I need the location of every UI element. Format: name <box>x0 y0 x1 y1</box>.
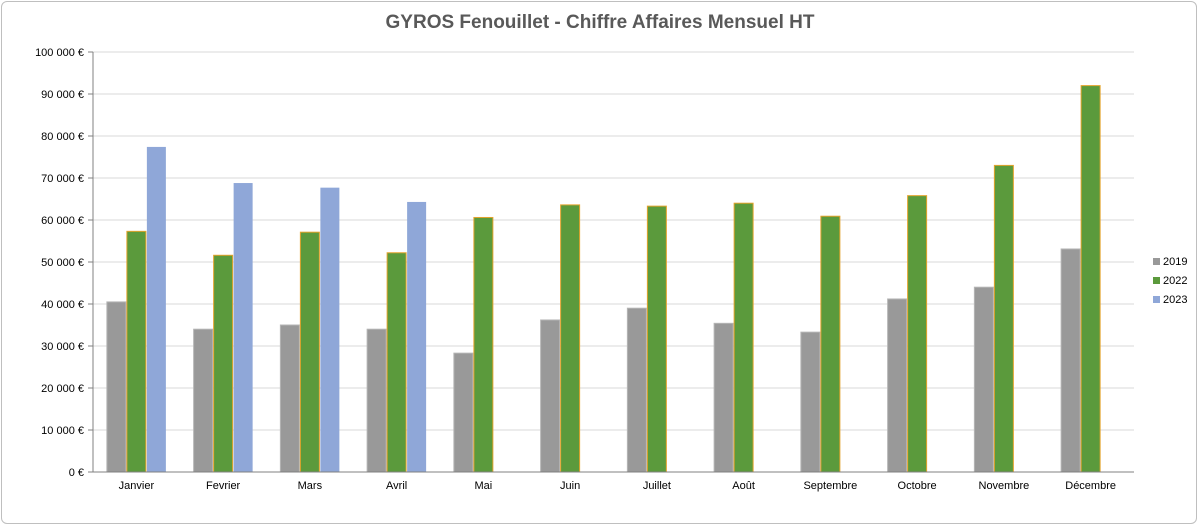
bar-2019-décembre <box>1060 248 1081 473</box>
y-tick-label: 10 000 € <box>41 425 84 437</box>
bar-2023-janvier <box>146 146 166 473</box>
bar-2019-septembre <box>800 331 821 473</box>
bar-2022-septembre <box>820 215 841 473</box>
y-tick-label: 80 000 € <box>41 131 84 143</box>
bar-2022-mars <box>299 231 320 473</box>
bar-2019-janvier <box>106 301 127 473</box>
bar-2022-novembre <box>993 164 1014 473</box>
y-tick-label: 40 000 € <box>41 299 84 311</box>
legend: 2019 2022 2023 <box>1153 256 1187 306</box>
y-tick-label: 60 000 € <box>41 215 84 227</box>
bar-2022-juillet <box>646 205 667 473</box>
legend-swatch-2019 <box>1153 258 1160 265</box>
bar-2019-octobre <box>887 298 908 473</box>
y-axis: 0 € 10 000 € 20 000 € 30 000 € 40 000 € 50 00… <box>35 47 94 479</box>
bar-2019-avril <box>366 328 387 473</box>
x-tick-label: Fevrier <box>206 480 241 492</box>
x-tick-label: Août <box>732 480 755 492</box>
bar-2023-avril <box>407 201 427 472</box>
chart-title: GYROS Fenouillet - Chiffre Affaires Mens… <box>385 12 815 33</box>
bar-2022-octobre <box>907 195 928 473</box>
bar-2019-juillet <box>626 307 647 473</box>
bar-2019-mars <box>279 324 300 473</box>
bar-2019-mai <box>453 352 474 473</box>
bars <box>106 85 1101 473</box>
y-tick-label: 50 000 € <box>41 257 84 269</box>
legend-label: 2023 <box>1163 294 1187 306</box>
bar-2022-juin <box>560 204 581 473</box>
bar-2019-août <box>713 322 734 473</box>
x-tick-label: Janvier <box>119 480 155 492</box>
x-tick-label: Mai <box>475 480 493 492</box>
x-tick-label: Juillet <box>643 480 671 492</box>
y-tick-label: 70 000 € <box>41 173 84 185</box>
bar-2022-mai <box>473 216 494 473</box>
bar-2019-juin <box>540 319 561 473</box>
bar-2022-décembre <box>1080 85 1101 473</box>
bar-2019-fevrier <box>193 328 214 473</box>
x-tick-label: Septembre <box>803 480 857 492</box>
x-tick-label: Juin <box>560 480 580 492</box>
y-tick-label: 30 000 € <box>41 341 84 353</box>
bar-2022-fevrier <box>213 254 234 473</box>
y-tick-label: 90 000 € <box>41 89 84 101</box>
legend-swatch-2023 <box>1153 296 1160 303</box>
bar-2023-fevrier <box>233 183 253 473</box>
x-tick-label: Mars <box>298 480 323 492</box>
x-tick-label: Avril <box>386 480 407 492</box>
x-tick-label: Novembre <box>979 480 1030 492</box>
legend-label: 2019 <box>1163 256 1187 268</box>
x-tick-label: Décembre <box>1065 480 1116 492</box>
bar-2022-janvier <box>126 230 147 473</box>
gridlines <box>93 51 1134 473</box>
x-axis: Janvier Fevrier Mars Avril Mai Juin Juillet Aoû… <box>93 471 1134 492</box>
bar-2022-août <box>733 202 754 473</box>
x-tick-label: Octobre <box>898 480 937 492</box>
bar-2022-avril <box>386 252 407 473</box>
y-tick-label: 100 000 € <box>35 47 84 59</box>
legend-label: 2022 <box>1163 275 1187 287</box>
bar-2023-mars <box>320 187 340 472</box>
bar-2019-novembre <box>973 286 994 473</box>
y-tick-label: 20 000 € <box>41 383 84 395</box>
legend-swatch-2022 <box>1153 277 1160 284</box>
y-tick-label: 0 € <box>69 467 84 479</box>
